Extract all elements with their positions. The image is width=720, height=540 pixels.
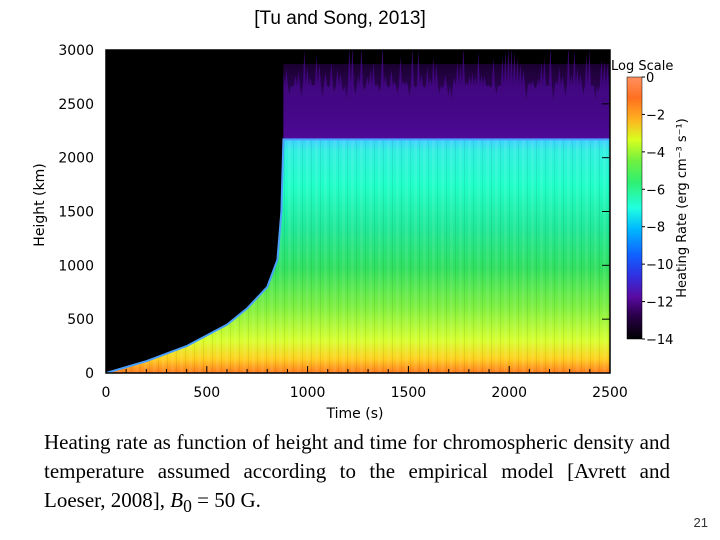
x-tick-label: 1500 bbox=[391, 385, 427, 401]
colorbar-title: Log Scale bbox=[611, 59, 673, 74]
citation: [Tu and Song, 2013] bbox=[254, 8, 426, 29]
caption-symbol: B bbox=[170, 488, 184, 512]
colorbar-tick-label: −12 bbox=[646, 296, 673, 311]
plot-area bbox=[106, 50, 610, 373]
caption-tail: = 50 G. bbox=[191, 488, 261, 512]
y-axis-label: Height (km) bbox=[32, 163, 48, 246]
x-tick-label: 0 bbox=[102, 385, 111, 401]
y-tick-label: 3000 bbox=[58, 43, 94, 59]
y-tick-label: 0 bbox=[85, 366, 94, 382]
colorbar-tick-label: −4 bbox=[646, 146, 665, 161]
y-tick-label: 2500 bbox=[58, 97, 94, 113]
y-tick-label: 500 bbox=[67, 312, 94, 328]
x-tick-label: 2500 bbox=[592, 385, 628, 401]
x-axis: 0 500 1000 1500 2000 2500 bbox=[102, 50, 628, 401]
y-axis: 0 500 1000 1500 2000 2500 3000 bbox=[58, 43, 610, 382]
slide-caption: Heating rate as function of height and t… bbox=[44, 428, 670, 521]
transition-edge bbox=[106, 138, 610, 373]
heat-layer bbox=[106, 50, 610, 373]
colorbar-tick-label: −8 bbox=[646, 221, 665, 236]
colorbar: Log Scale 0 −2 −4 −6 −8 −10 −12 −14 Heating Rat… bbox=[611, 59, 690, 348]
x-tick-label: 500 bbox=[193, 385, 220, 401]
colorbar-tick-label: −6 bbox=[646, 183, 665, 198]
heating-streaks bbox=[106, 139, 610, 373]
colorbar-tick-label: −10 bbox=[646, 258, 673, 273]
colorbar-tick-label: 0 bbox=[646, 71, 654, 86]
colorbar-gradient bbox=[626, 76, 643, 340]
y-tick-label: 1000 bbox=[58, 258, 94, 274]
x-tick-label: 1000 bbox=[290, 385, 326, 401]
corona-spikes bbox=[283, 50, 610, 140]
x-axis-label: Time (s) bbox=[326, 406, 384, 422]
y-tick-label: 1500 bbox=[58, 205, 94, 221]
y-tick-label: 2000 bbox=[58, 151, 94, 167]
x-tick-label: 2000 bbox=[491, 385, 527, 401]
colorbar-ticks: 0 −2 −4 −6 −8 −10 −12 −14 bbox=[642, 71, 673, 348]
colorbar-tick-label: −14 bbox=[646, 333, 673, 348]
page-number: 21 bbox=[693, 515, 708, 530]
caption-subscript: 0 bbox=[183, 496, 192, 517]
colorbar-tick-label: −2 bbox=[646, 108, 665, 123]
colorbar-label: Heating Rate (erg cm⁻³ s⁻¹) bbox=[675, 118, 690, 298]
caption-text: Heating rate as function of height and t… bbox=[44, 430, 670, 512]
